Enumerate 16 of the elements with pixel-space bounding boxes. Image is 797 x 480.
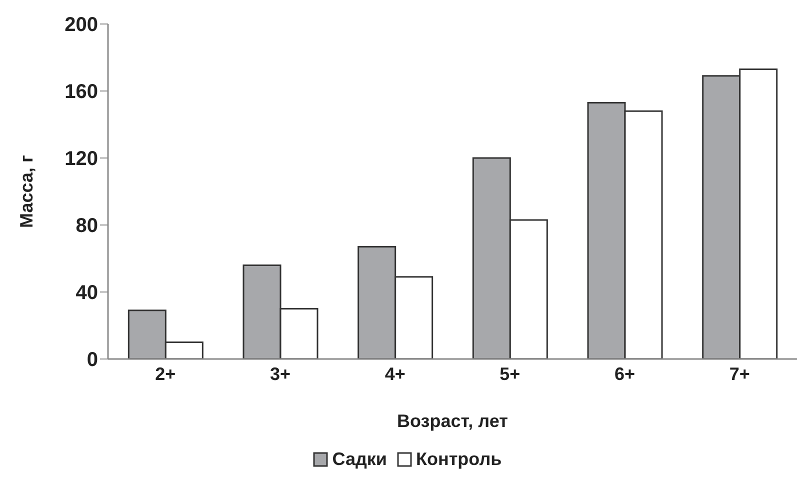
x-tick-label: 6+ [614, 364, 636, 384]
x-tick-label: 2+ [155, 364, 176, 384]
y-tick-label: 120 [64, 148, 98, 170]
x-axis-title: Возраст, лет [397, 411, 508, 431]
y-axis-title: Масса, г [16, 154, 36, 228]
legend-label: Контроль [416, 449, 502, 470]
y-tick-label: 200 [64, 14, 98, 36]
y-tick-label: 160 [64, 81, 98, 104]
x-tick-label: 3+ [270, 364, 291, 384]
x-tick-label: 5+ [500, 364, 520, 384]
legend-label: Садки [332, 449, 387, 470]
y-tick-label: 80 [76, 215, 98, 238]
x-tick-label: 7+ [729, 364, 750, 384]
y-tick-label: 40 [76, 282, 98, 304]
x-tick-label: 4+ [384, 364, 406, 384]
y-tick-label: 0 [86, 349, 98, 372]
